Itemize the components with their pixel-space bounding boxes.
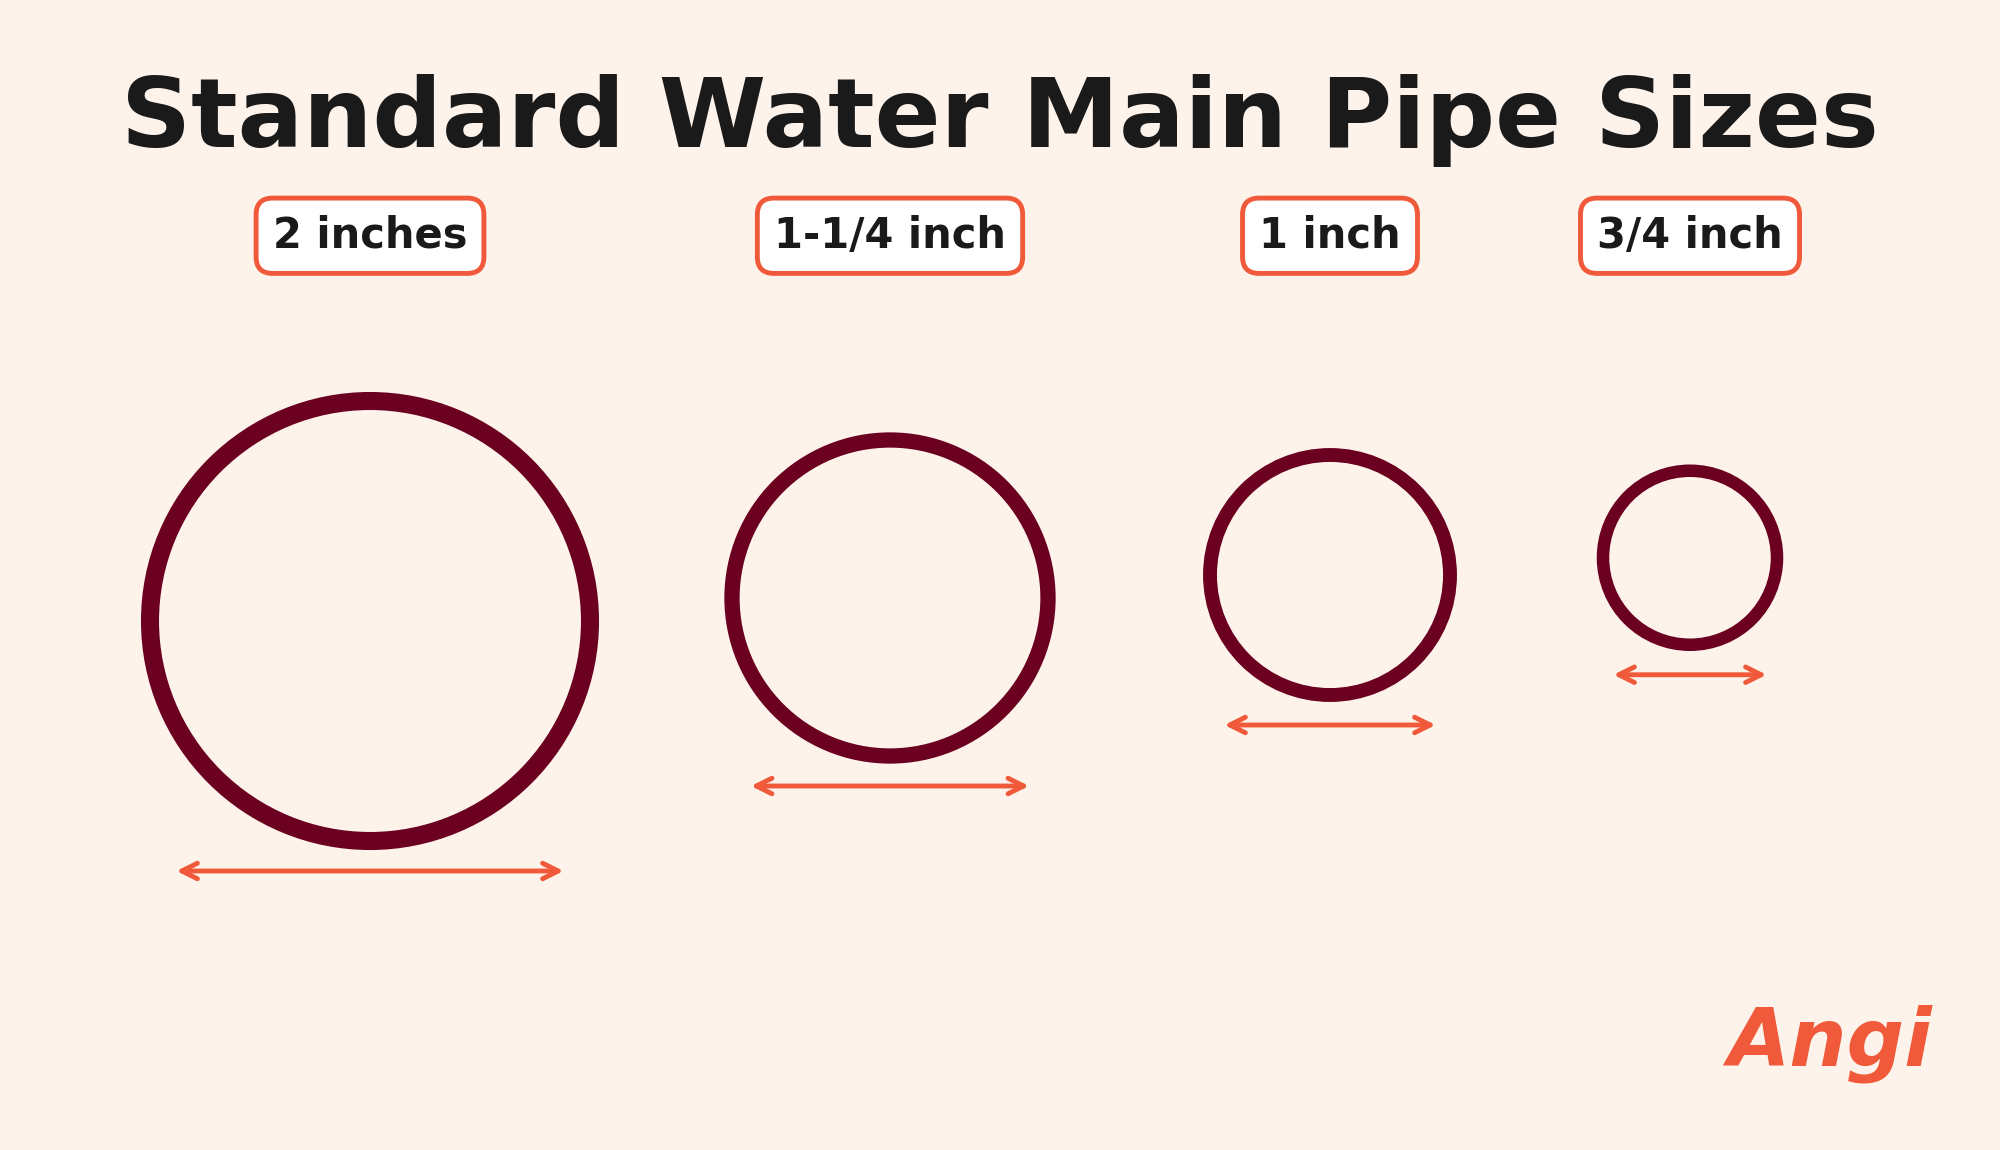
Text: 2 inches: 2 inches: [272, 215, 468, 256]
Text: 1-1/4 inch: 1-1/4 inch: [774, 215, 1006, 256]
Text: Angi: Angi: [1728, 1005, 1932, 1083]
Text: 3/4 inch: 3/4 inch: [1598, 215, 1782, 256]
Text: 1 inch: 1 inch: [1260, 215, 1400, 256]
Text: Standard Water Main Pipe Sizes: Standard Water Main Pipe Sizes: [122, 75, 1878, 167]
